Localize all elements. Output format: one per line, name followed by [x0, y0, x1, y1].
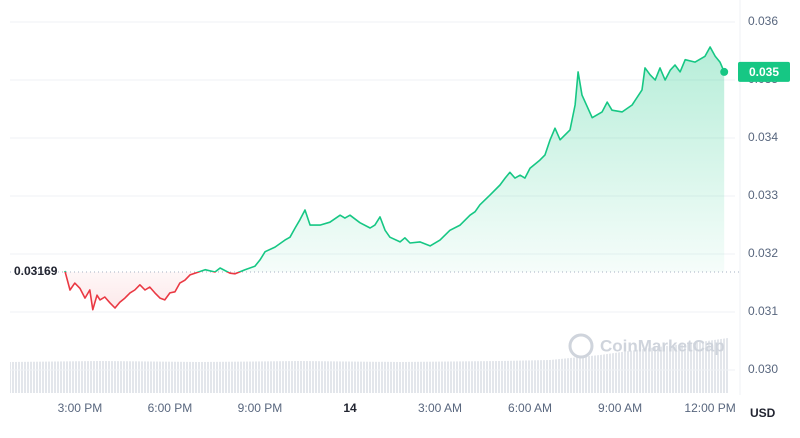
last-point [720, 67, 729, 76]
watermark: CoinMarketCap [568, 333, 725, 359]
x-tick-label: 12:00 PM [684, 401, 735, 415]
x-tick-label: 3:00 AM [418, 401, 462, 415]
x-tick-label: 6:00 AM [508, 401, 552, 415]
y-tick-label: 0.033 [748, 188, 778, 202]
x-tick-label: 9:00 PM [238, 401, 283, 415]
price-area [64, 47, 725, 310]
price-tag-label: 0.035 [749, 65, 779, 79]
y-tick-label: 0.031 [748, 304, 778, 318]
y-tick-label: 0.034 [748, 130, 778, 144]
volume-bars [10, 338, 728, 393]
x-tick-label: 6:00 PM [148, 401, 193, 415]
watermark-text: CoinMarketCap [600, 336, 725, 355]
x-tick-label: 14 [343, 401, 357, 415]
y-tick-label: 0.030 [748, 362, 778, 376]
y-tick-label: 0.036 [748, 14, 778, 28]
price-line [64, 46, 725, 311]
x-tick-label: 9:00 AM [598, 401, 642, 415]
price-tag [738, 61, 790, 82]
y-tick-label: 0.032 [748, 246, 778, 260]
baseline-label: 0.03169 [14, 264, 58, 278]
currency-label: USD [750, 406, 776, 420]
x-tick-label: 3:00 PM [58, 401, 103, 415]
